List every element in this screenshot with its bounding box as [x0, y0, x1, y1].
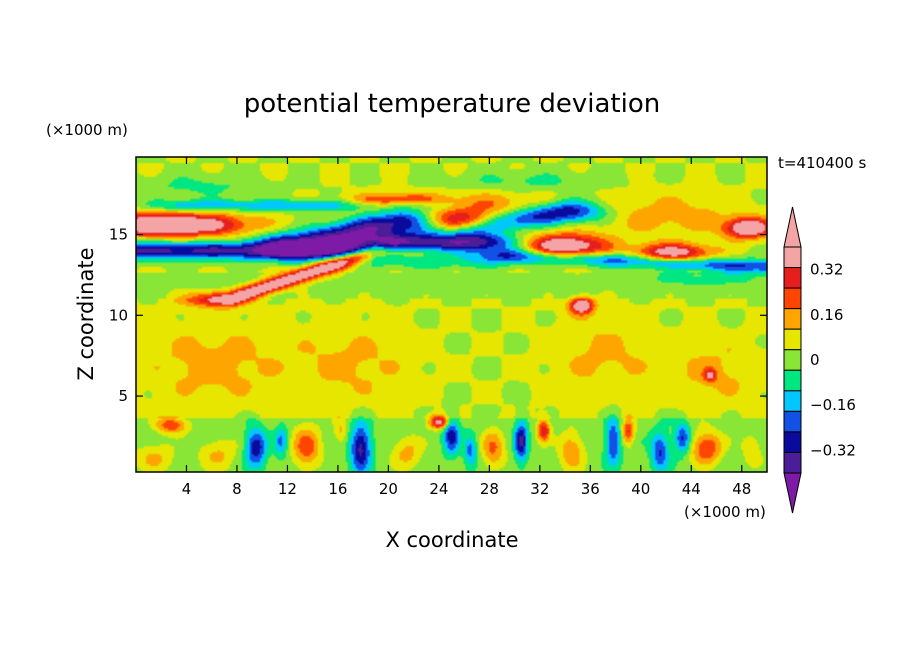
- time-label: t=410400 s: [778, 154, 866, 172]
- x-tick-label: 16: [328, 480, 347, 498]
- x-tick-label: 44: [682, 480, 701, 498]
- colorbar-box: [783, 328, 802, 351]
- colorbar-label: 0.32: [810, 261, 843, 279]
- x-tick-label: 36: [581, 480, 600, 498]
- x-tick-label: 40: [631, 480, 650, 498]
- x-tick-label: 24: [429, 480, 448, 498]
- colorbar-label: −0.32: [810, 441, 856, 459]
- colorbar-top-triangle: [783, 206, 802, 248]
- plot-frame: [135, 156, 768, 473]
- y-tick-label: 5: [118, 387, 128, 405]
- y-unit-label: (×1000 m): [46, 121, 128, 139]
- y-tick-label: 15: [109, 226, 128, 244]
- x-tick-label: 48: [732, 480, 751, 498]
- x-axis-ticks: 4 8 12 16 20 24 28 32 36 40 44 48: [182, 157, 751, 498]
- colorbar-box: [783, 451, 802, 474]
- x-tick-label: 8: [232, 480, 242, 498]
- colorbar-label: 0: [810, 351, 820, 369]
- x-tick-label: 4: [182, 480, 192, 498]
- colorbar-label: −0.16: [810, 396, 856, 414]
- x-tick-label: 32: [530, 480, 549, 498]
- x-unit-label: (×1000 m): [684, 503, 766, 521]
- colorbar-box: [783, 287, 802, 310]
- y-tick-label: 10: [109, 306, 128, 324]
- colorbar-box: [783, 246, 802, 269]
- colorbar-box: [783, 431, 802, 453]
- x-tick-label: 12: [278, 480, 297, 498]
- y-axis-ticks: 5 10 15: [109, 226, 767, 405]
- colorbar: 0.32 0.16 0 −0.16 −0.32: [783, 206, 856, 514]
- colorbar-box: [783, 308, 802, 330]
- contour-field: [136, 157, 767, 472]
- chart-title: potential temperature deviation: [244, 89, 660, 119]
- colorbar-bottom-triangle: [783, 472, 802, 514]
- x-axis-label: X coordinate: [385, 528, 518, 552]
- colorbar-label: 0.16: [810, 306, 843, 324]
- y-axis-label: Z coordinate: [74, 247, 98, 380]
- colorbar-box: [783, 410, 802, 433]
- x-tick-label: 28: [480, 480, 499, 498]
- colorbar-box: [783, 267, 802, 289]
- colorbar-box: [783, 369, 802, 392]
- colorbar-box: [783, 349, 802, 371]
- x-tick-label: 20: [379, 480, 398, 498]
- colorbar-box: [783, 390, 802, 412]
